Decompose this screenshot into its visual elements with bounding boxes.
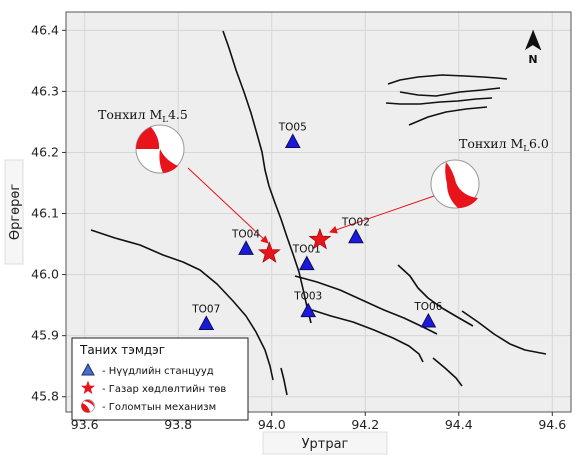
x-tick-label: 94.4 [445, 417, 473, 432]
legend-box [71, 337, 249, 421]
y-axis-title: Өргөрөг [8, 184, 23, 240]
legend-triangle-icon [81, 362, 95, 376]
mechanism-quadrant [136, 127, 178, 173]
x-axis-title: Уртраг [302, 437, 349, 452]
y-tick-label: 45.8 [31, 389, 59, 404]
y-tick-label: 46.2 [31, 144, 59, 159]
legend-item-label: - Газар хөдлөлтийн төв [102, 384, 226, 395]
epicenter-star [308, 227, 332, 250]
station-label: TO07 [191, 303, 220, 315]
x-tick-label: 93.6 [71, 417, 99, 432]
station-label: TO02 [341, 217, 370, 229]
y-axis-title-box [4, 159, 24, 265]
station-marker [348, 228, 364, 244]
annotation-arrow [187, 167, 269, 244]
y-tick-label: 46.0 [31, 267, 59, 282]
station-label: TO05 [278, 121, 307, 133]
annotation-label: Тонхил ML4.5 [98, 107, 188, 125]
fault-line [408, 106, 488, 126]
annotations: Тонхил ML4.5 Тонхил ML6.0 [98, 107, 549, 154]
legend-mechanism-fill [81, 403, 90, 413]
station-marker [300, 302, 317, 318]
legend-star-icon [80, 380, 96, 395]
station-marker [198, 315, 215, 330]
plot-frame [65, 11, 572, 413]
focal-mechanisms [135, 124, 480, 209]
mechanism-quadrant [445, 162, 478, 209]
stations: TO05 TO04 TO01 TO02 TO03 TO07 TO06 [191, 121, 443, 330]
legend-item-label: - Нүүдлийн станцууд [102, 366, 214, 377]
x-axis-ticks: 93.6 93.8 94.0 94.2 94.4 94.6 [71, 412, 566, 432]
station-marker [420, 312, 437, 328]
fault-line [385, 97, 493, 105]
station-label: TO06 [413, 301, 442, 313]
fault-line [432, 357, 463, 387]
station-label: TO03 [293, 291, 322, 303]
fault-line [397, 264, 474, 327]
y-tick-label: 45.9 [31, 328, 59, 343]
y-tick-label: 46.4 [31, 22, 59, 37]
x-axis-title-box [262, 431, 388, 455]
station-marker [298, 255, 315, 271]
fault-line [461, 310, 547, 355]
fault-lines [90, 30, 547, 396]
y-tick-label: 46.3 [31, 83, 59, 98]
fault-line [399, 87, 501, 97]
north-arrow-icon-half [532, 29, 542, 51]
fault-line [311, 309, 424, 363]
north-arrow-icon [525, 30, 533, 50]
y-axis-ticks: 45.8 45.9 46.0 46.1 46.2 46.3 46.4 [31, 22, 66, 404]
fault-line [90, 229, 274, 381]
station-marker [284, 133, 301, 148]
x-tick-label: 94.6 [538, 417, 566, 432]
north-arrow: N [525, 29, 542, 66]
fault-line [294, 275, 438, 335]
annotation-arrow [329, 195, 435, 234]
legend-title: Таних тэмдэг [79, 343, 165, 357]
legend: Таних тэмдэг - Нүүдлийн станцууд - Газар х… [71, 337, 249, 421]
fault-line [387, 74, 508, 85]
fault-line [280, 367, 288, 396]
annotation-label: Тонхил ML6.0 [459, 136, 549, 154]
epicenters [258, 227, 332, 263]
y-tick-label: 46.1 [31, 206, 59, 221]
north-label: N [528, 53, 537, 66]
station-label: TO04 [231, 228, 260, 240]
epicenter-star [258, 241, 281, 263]
legend-item-label: - Голомтын механизм [102, 402, 216, 413]
legend-mechanism-fill-2 [84, 399, 95, 407]
station-marker [238, 240, 254, 255]
annotation-arrows [187, 167, 435, 244]
station-label: TO01 [292, 244, 321, 256]
x-tick-label: 94.2 [351, 417, 379, 432]
grid [66, 12, 571, 412]
x-tick-label: 94.0 [258, 417, 286, 432]
x-tick-label: 93.8 [164, 417, 192, 432]
